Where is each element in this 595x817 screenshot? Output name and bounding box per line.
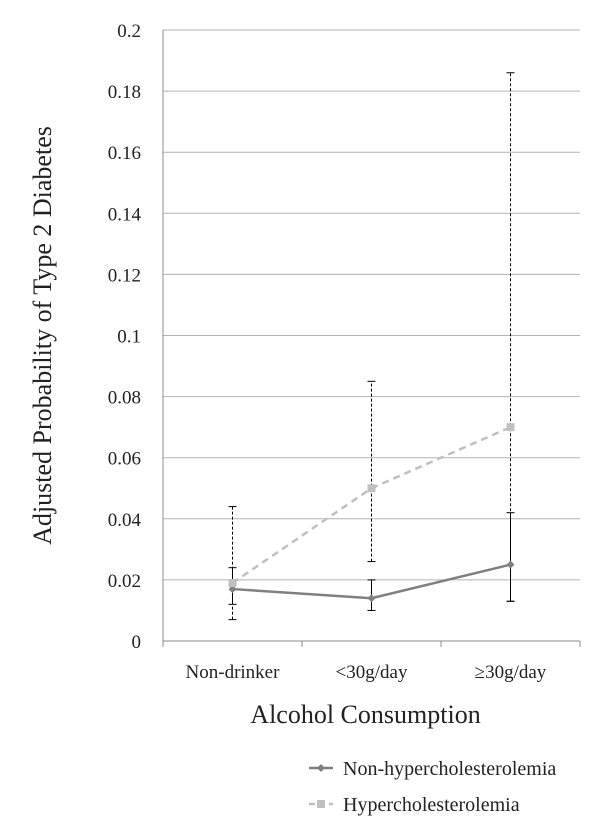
- legend-marker: [317, 764, 325, 772]
- y-tick-label: 0.06: [108, 449, 141, 470]
- data-point-marker: [228, 585, 237, 594]
- x-axis-title: Alcohol Consumption: [250, 700, 480, 729]
- y-tick-label: 0.1: [117, 327, 141, 348]
- legend-label: Hypercholesterolemia: [343, 794, 520, 816]
- y-tick-label: 0.12: [108, 265, 141, 286]
- axes: [162, 30, 581, 647]
- y-tick-label: 0.02: [108, 571, 141, 592]
- data-point-marker: [367, 484, 376, 493]
- x-tick-label: Non-drinker: [186, 662, 281, 683]
- error-bars: [228, 72, 515, 621]
- series-markers: [228, 423, 515, 603]
- legend: Non-hypercholesterolemia Hypercholesterol…: [309, 758, 556, 816]
- data-point-marker: [506, 560, 515, 569]
- y-tick-label: 0.04: [108, 510, 142, 531]
- legend-label: Non-hypercholesterolemia: [343, 758, 556, 780]
- y-tick-label: 0.2: [117, 21, 141, 42]
- y-tick-label: 0.16: [108, 143, 141, 164]
- series-lines: [231, 426, 512, 600]
- y-tick-label: 0.14: [108, 204, 142, 225]
- data-point-marker: [506, 423, 515, 432]
- y-tick-label: 0.08: [108, 388, 141, 409]
- x-tick-labels: Non-drinker <30g/day ≥30g/day: [186, 662, 547, 683]
- data-point-marker: [367, 594, 376, 603]
- legend-marker: [317, 800, 325, 808]
- gridlines: [163, 29, 580, 581]
- y-tick-label: 0: [132, 632, 142, 653]
- y-tick-labels: 0 0.02 0.04 0.06 0.08 0.1 0.12 0.14 0.16 0.18 0.2: [108, 21, 142, 653]
- y-tick-label: 0.18: [108, 82, 141, 103]
- data-point-marker: [228, 578, 237, 587]
- x-tick-label: <30g/day: [336, 662, 408, 683]
- y-axis-title: Adjusted Probability of Type 2 Diabetes: [28, 126, 57, 545]
- x-tick-label: ≥30g/day: [475, 662, 547, 683]
